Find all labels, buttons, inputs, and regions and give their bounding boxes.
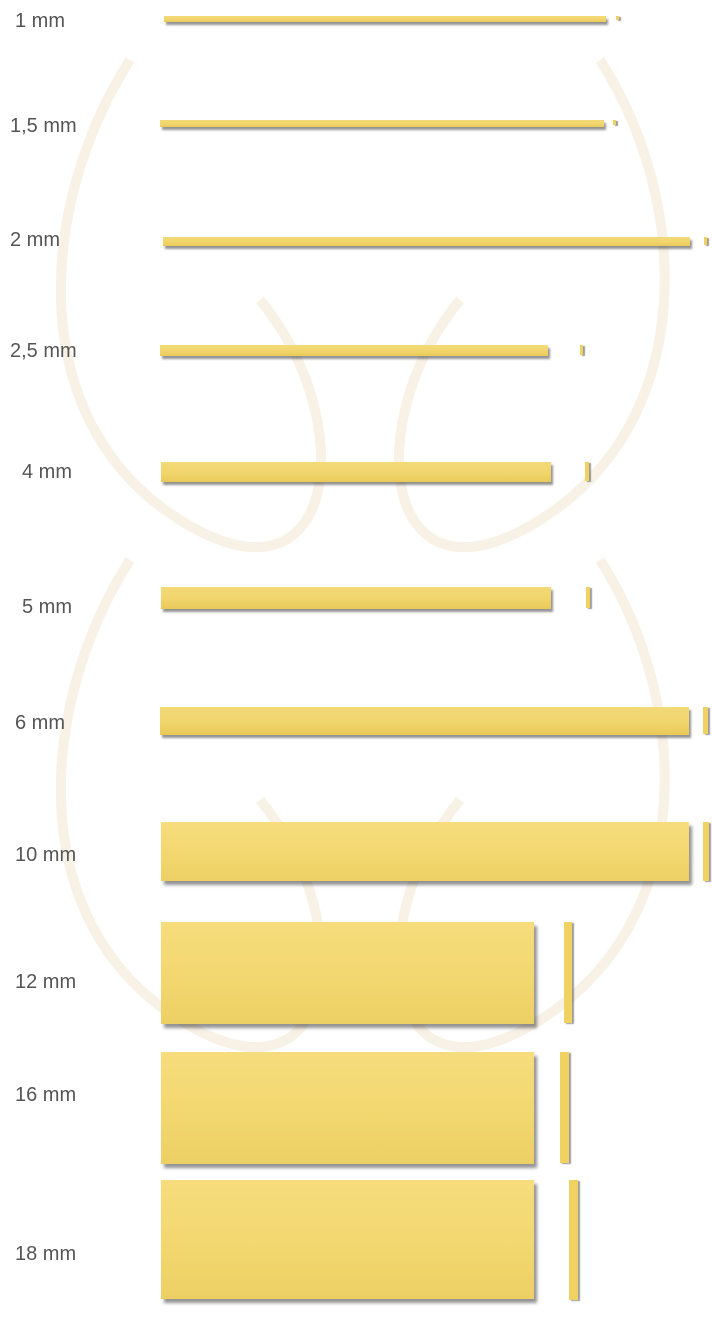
size-label: 1 mm [15,10,65,32]
size-label: 10 mm [15,844,77,866]
pasta-strip-side [160,120,604,127]
pasta-strip-edge [586,587,590,608]
pasta-strip-edge [703,707,708,734]
pasta-strip-side [160,345,548,356]
size-label: 1,5 mm [10,115,77,137]
pasta-strip-side [160,707,689,735]
pasta-strip-side [161,587,551,609]
pasta-strip-side [161,822,689,881]
pasta-strip-edge [616,16,619,20]
pasta-strip-side [161,462,551,482]
pasta-strip-edge [560,1052,569,1163]
pasta-strip-side [164,16,606,22]
size-label: 5 mm [22,596,72,618]
pasta-strip-edge [564,922,572,1023]
pasta-strip-side [163,237,690,246]
pasta-strip-edge [569,1180,578,1300]
pasta-strip-edge [704,237,707,245]
size-label: 12 mm [15,971,77,993]
size-label: 18 mm [15,1243,77,1265]
size-label: 16 mm [15,1084,77,1106]
size-label: 2,5 mm [10,340,77,362]
pasta-strip-edge [613,120,616,125]
pasta-strip-edge [580,345,583,355]
pasta-strip-side [161,1180,534,1299]
pasta-strip-side [161,1052,534,1164]
size-label: 6 mm [15,712,65,734]
pasta-strip-side [161,922,534,1024]
size-label: 4 mm [22,461,72,483]
size-label: 2 mm [10,229,60,251]
pasta-strip-edge [703,822,709,881]
pasta-strip-edge [585,462,589,481]
